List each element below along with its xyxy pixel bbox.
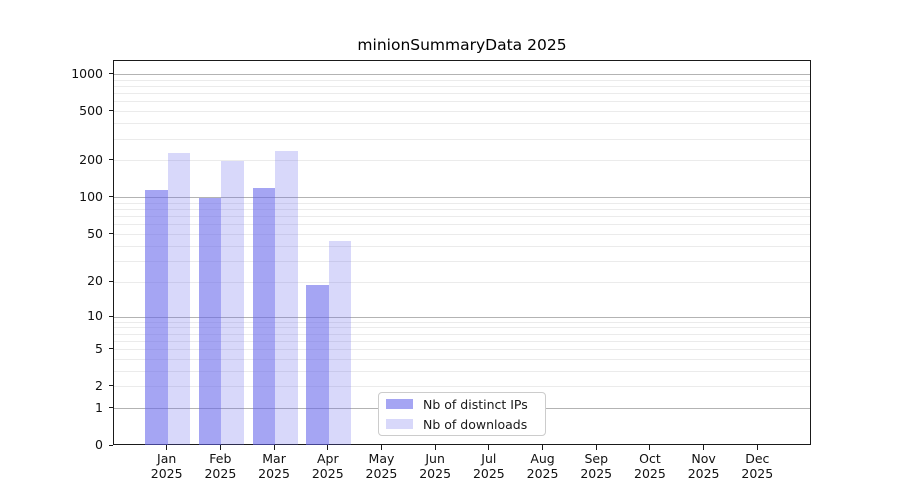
x-tick-mark: [488, 445, 490, 450]
minor-gridline: [114, 85, 810, 87]
minor-gridline: [114, 340, 810, 342]
x-tick-mark: [703, 445, 705, 450]
minor-gridline: [114, 216, 810, 218]
minor-gridline: [114, 245, 810, 247]
x-tick-mark: [542, 445, 544, 450]
legend-swatch-distinct-ips: [386, 398, 413, 410]
y-tick-mark: [108, 407, 113, 409]
minor-gridline: [114, 386, 810, 388]
minor-gridline: [114, 234, 810, 236]
y-tick-mark: [108, 196, 113, 198]
minor-gridline: [114, 111, 810, 113]
minor-gridline: [114, 358, 810, 360]
x-tick-mark: [649, 445, 651, 450]
major-gridline: [114, 197, 810, 199]
minor-gridline: [114, 327, 810, 329]
x-tick-label-aug: Aug 2025: [526, 451, 559, 481]
y-tick-mark: [108, 348, 113, 350]
x-tick-label-apr: Apr 2025: [311, 451, 344, 481]
minor-gridline: [114, 281, 810, 283]
minor-gridline: [114, 123, 810, 125]
x-tick-mark: [380, 445, 382, 450]
legend-label-distinct-ips: Nb of distinct IPs: [423, 396, 528, 412]
y-tick-mark: [108, 233, 113, 235]
x-tick-label-mar: Mar 2025: [258, 451, 290, 481]
y-tick-label: 2: [95, 377, 103, 393]
y-tick-mark: [108, 280, 113, 282]
bar-nb-of-downloads-apr: [328, 241, 352, 445]
bar-nb-of-distinct-ips-apr: [306, 284, 329, 445]
y-tick-mark: [108, 159, 113, 161]
y-tick-mark: [108, 73, 113, 74]
y-tick-label: 1000: [71, 65, 103, 81]
y-tick-label: 10: [87, 308, 103, 324]
minor-gridline: [114, 101, 810, 103]
plot-area: [113, 60, 811, 445]
x-tick-label-nov: Nov 2025: [687, 451, 720, 481]
x-tick-mark: [327, 445, 329, 450]
minor-gridline: [114, 321, 810, 323]
minor-gridline: [114, 209, 810, 211]
y-tick-label: 200: [79, 151, 103, 167]
y-tick-label: 5: [95, 340, 103, 356]
legend-item-distinct-ips: Nb of distinct IPs: [386, 397, 535, 412]
x-tick-mark: [595, 445, 597, 450]
x-tick-mark: [273, 445, 275, 450]
y-tick-label: 100: [79, 188, 103, 204]
y-tick-label: 1: [95, 399, 103, 415]
minor-gridline: [114, 79, 810, 81]
bar-nb-of-downloads-feb: [221, 160, 244, 445]
major-gridline: [114, 74, 810, 75]
minor-gridline: [114, 138, 810, 140]
minor-gridline: [114, 260, 810, 262]
bar-nb-of-downloads-mar: [275, 151, 298, 445]
x-tick-mark: [166, 445, 168, 450]
y-tick-label: 0: [95, 437, 103, 452]
minor-gridline: [114, 160, 810, 162]
bar-nb-of-distinct-ips-feb: [198, 197, 222, 445]
minor-gridline: [114, 93, 810, 95]
x-tick-label-may: May 2025: [365, 451, 398, 481]
legend: Nb of distinct IPs Nb of downloads: [378, 392, 546, 436]
y-tick-label: 20: [87, 273, 103, 289]
bar-nb-of-distinct-ips-jan: [145, 190, 168, 445]
x-tick-mark: [756, 445, 758, 450]
y-tick-label: 500: [79, 102, 103, 118]
minor-gridline: [114, 349, 810, 351]
bar-nb-of-distinct-ips-mar: [252, 188, 276, 445]
minor-gridline: [114, 224, 810, 226]
x-tick-label-sep: Sep 2025: [580, 451, 613, 481]
x-tick-label-feb: Feb 2025: [204, 451, 237, 481]
legend-item-downloads: Nb of downloads: [386, 417, 535, 432]
x-tick-mark: [434, 445, 436, 450]
x-tick-label-jul: Jul 2025: [472, 451, 505, 481]
y-tick-label: 50: [87, 225, 103, 241]
bar-nb-of-downloads-jan: [167, 153, 191, 445]
x-tick-mark: [219, 445, 221, 450]
minor-gridline: [114, 202, 810, 204]
y-tick-mark: [108, 385, 113, 387]
minor-gridline: [114, 370, 810, 372]
major-gridline: [114, 316, 810, 318]
x-tick-label-jan: Jan 2025: [150, 451, 183, 481]
y-tick-mark: [108, 315, 113, 317]
y-tick-mark: [108, 110, 113, 112]
x-tick-label-dec: Dec 2025: [741, 451, 774, 481]
legend-label-downloads: Nb of downloads: [423, 416, 528, 432]
x-tick-label-jun: Jun 2025: [419, 451, 452, 481]
minor-gridline: [114, 333, 810, 335]
legend-swatch-downloads: [386, 418, 413, 430]
chart-title: minionSummaryData 2025: [357, 36, 567, 54]
x-tick-label-oct: Oct 2025: [634, 451, 666, 481]
y-tick-mark: [108, 444, 113, 446]
